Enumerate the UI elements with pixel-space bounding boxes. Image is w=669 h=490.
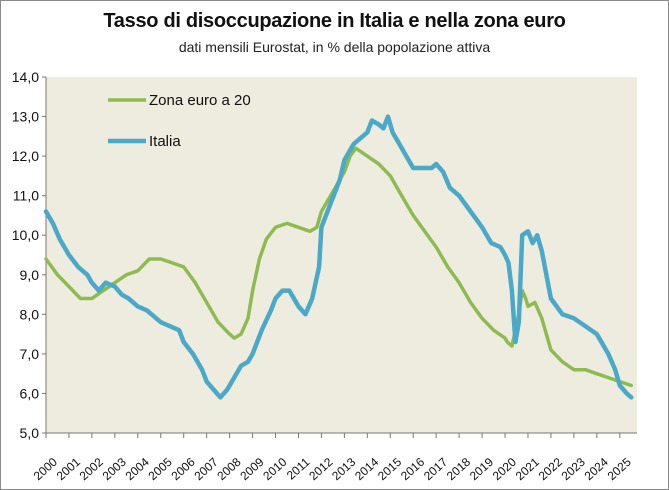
plot-area (46, 77, 637, 433)
x-tick-label: 2013 (329, 455, 358, 483)
x-tick-label: 2002 (77, 455, 106, 483)
x-tick-label: 2006 (169, 455, 198, 483)
x-tick-label: 2007 (191, 455, 220, 483)
x-tick-label: 2012 (306, 455, 335, 483)
y-tick-label: 5,0 (20, 425, 40, 441)
y-tick-label: 8,0 (20, 306, 40, 322)
x-tick-label: 2011 (284, 455, 313, 483)
y-axis-ticks: 5,0 6,0 7,0 8,0 9,0 10,0 11,0 12,0 13,0 14,0 (12, 69, 46, 441)
x-tick-label: 2017 (421, 455, 450, 483)
x-tick-label: 2005 (146, 455, 175, 483)
x-tick-label: 2000 (31, 455, 60, 483)
y-tick-label: 13,0 (12, 109, 39, 125)
x-tick-label: 2024 (582, 455, 611, 483)
x-tick-label: 2016 (398, 455, 427, 483)
x-tick-label: 2023 (559, 455, 588, 483)
x-tick-label: 2009 (237, 455, 266, 483)
x-axis-ticks: 2000200120022003200420052006200720082009… (31, 433, 634, 483)
series-line-zona-euro (44, 146, 634, 388)
y-tick-label: 7,0 (20, 346, 40, 362)
x-tick-label: 2008 (214, 455, 243, 483)
x-tick-label: 2020 (490, 455, 519, 483)
y-tick-label: 14,0 (12, 69, 39, 85)
series-line-italia (43, 114, 634, 400)
series-lines (43, 114, 634, 400)
x-tick-label: 2010 (260, 455, 289, 483)
x-tick-label: 2015 (375, 455, 404, 483)
x-tick-label: 2018 (444, 455, 473, 483)
x-tick-label: 2025 (605, 455, 634, 483)
x-tick-label: 2014 (352, 455, 381, 483)
axes (45, 77, 637, 434)
y-tick-label: 12,0 (12, 148, 39, 164)
x-tick-label: 2022 (536, 455, 565, 483)
y-tick-label: 6,0 (20, 385, 40, 401)
chart-subtitle: dati mensili Eurostat, in % della popola… (178, 39, 491, 55)
legend: Zona euro a 20 Italia (108, 92, 251, 150)
y-tick-label: 9,0 (20, 267, 40, 283)
x-tick-label: 2021 (513, 455, 542, 483)
legend-label: Italia (149, 133, 181, 150)
legend-label: Zona euro a 20 (149, 92, 251, 109)
y-tick-label: 10,0 (12, 227, 39, 243)
x-tick-label: 2019 (467, 455, 496, 483)
x-tick-label: 2003 (100, 455, 129, 483)
y-tick-label: 11,0 (13, 188, 39, 204)
x-tick-label: 2001 (54, 455, 83, 483)
x-tick-label: 2004 (123, 455, 152, 483)
chart-title: Tasso di disoccupazione in Italia e nell… (103, 10, 566, 32)
